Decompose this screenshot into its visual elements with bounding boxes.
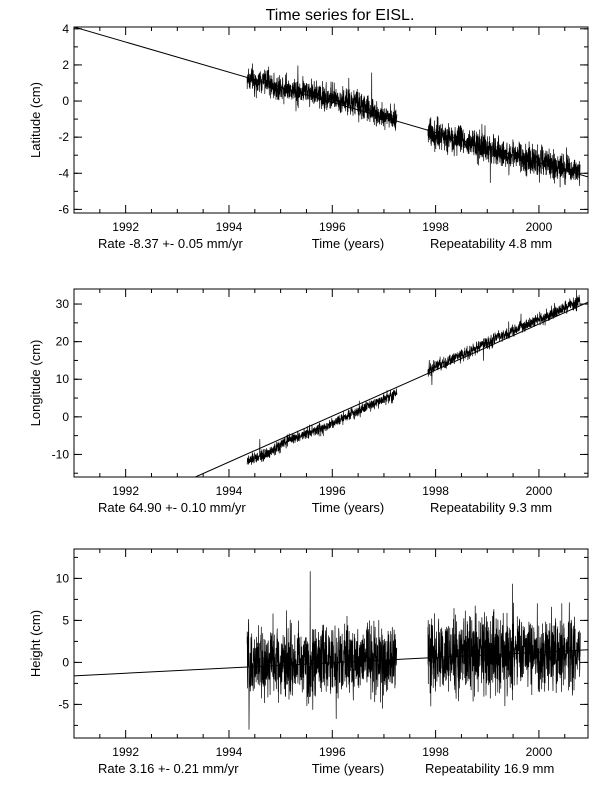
longitude-panel: 1992 1994 1996 1998 2000 -10 0 10 20 30 Longitud… — [28, 288, 589, 515]
height-trend — [74, 649, 588, 677]
latitude-y-tick-label: -2 — [58, 130, 69, 144]
longitude-x-tick-label: 1992 — [112, 484, 139, 498]
longitude-series-1 — [246, 388, 398, 465]
height-y-tick-label: 5 — [62, 613, 69, 627]
longitude-trend — [195, 301, 588, 477]
latitude-series-1 — [246, 63, 398, 131]
latitude-y-tick-label: -6 — [58, 202, 69, 216]
latitude-y-tick-label: 4 — [62, 22, 69, 36]
latitude-x-tick-label: 2000 — [526, 220, 553, 234]
height-y-tick-label: 0 — [62, 655, 69, 669]
height-x-tick-label: 2000 — [526, 745, 553, 759]
height-y-tick-label: 10 — [56, 571, 70, 585]
height-x-tick-label: 1998 — [422, 745, 449, 759]
longitude-y-tick-label: 0 — [62, 410, 69, 424]
height-y-ticks: -5 0 5 10 — [56, 556, 588, 726]
longitude-axis-label: Longitude (cm) — [28, 340, 43, 427]
longitude-y-tick-label: 10 — [56, 372, 70, 386]
longitude-x-tick-label: 1996 — [319, 484, 346, 498]
longitude-x-tick-label: 1998 — [422, 484, 449, 498]
longitude-y-tick-label: 30 — [56, 297, 70, 311]
longitude-x-ticks: 1992 1994 1996 1998 2000 — [73, 289, 566, 498]
height-rate-text: Rate 3.16 +- 0.21 mm/yr — [98, 761, 239, 776]
height-time-label: Time (years) — [312, 761, 384, 776]
latitude-axis-label: Latitude (cm) — [28, 82, 43, 158]
longitude-x-tick-label: 1994 — [216, 484, 243, 498]
height-axis-label: Height (cm) — [28, 610, 43, 677]
latitude-x-tick-label: 1996 — [319, 220, 346, 234]
latitude-y-ticks: -6 -4 -2 0 2 4 — [58, 22, 588, 216]
height-trend-line — [74, 649, 588, 677]
longitude-trend-line — [195, 301, 588, 477]
height-x-tick-label: 1992 — [112, 745, 139, 759]
latitude-x-tick-label: 1992 — [112, 220, 139, 234]
longitude-time-label: Time (years) — [312, 500, 384, 515]
height-y-tick-label: -5 — [58, 697, 69, 711]
latitude-trend — [74, 27, 588, 178]
height-series — [246, 571, 581, 730]
height-x-tick-label: 1994 — [216, 745, 243, 759]
longitude-x-tick-label: 2000 — [526, 484, 553, 498]
latitude-y-tick-label: 2 — [62, 58, 69, 72]
latitude-rate-text: Rate -8.37 +- 0.05 mm/yr — [98, 236, 244, 251]
height-x-tick-label: 1996 — [319, 745, 346, 759]
longitude-rate-text: Rate 64.90 +- 0.10 mm/yr — [98, 500, 246, 515]
latitude-repeatability-text: Repeatability 4.8 mm — [430, 236, 552, 251]
longitude-plot-frame — [73, 288, 589, 478]
latitude-series — [246, 63, 581, 188]
latitude-plot-frame — [73, 26, 589, 214]
latitude-y-tick-label: 0 — [62, 94, 69, 108]
height-series-1 — [246, 571, 398, 730]
latitude-trend-line — [74, 27, 588, 178]
height-series-2 — [427, 583, 581, 707]
longitude-y-tick-label: -10 — [52, 447, 70, 461]
latitude-y-tick-label: -4 — [58, 166, 69, 180]
height-x-ticks: 1992 1994 1996 1998 2000 — [73, 549, 566, 759]
latitude-x-ticks: 1992 1994 1996 1998 2000 — [73, 27, 566, 234]
longitude-y-ticks: -10 0 10 20 30 — [52, 297, 588, 474]
longitude-repeatability-text: Repeatability 9.3 mm — [430, 500, 552, 515]
latitude-series-2 — [427, 116, 581, 188]
longitude-series — [246, 289, 581, 465]
figure-title: Time series for EISL. — [266, 7, 415, 24]
height-plot-frame — [73, 548, 589, 739]
latitude-time-label: Time (years) — [312, 236, 384, 251]
latitude-panel: 1992 1994 1996 1998 2000 -6 -4 -2 0 2 4 Latitude … — [28, 22, 589, 251]
longitude-y-tick-label: 20 — [56, 335, 70, 349]
latitude-x-tick-label: 1998 — [422, 220, 449, 234]
height-repeatability-text: Repeatability 16.9 mm — [425, 761, 554, 776]
latitude-x-tick-label: 1994 — [216, 220, 243, 234]
longitude-series-2 — [427, 289, 581, 386]
